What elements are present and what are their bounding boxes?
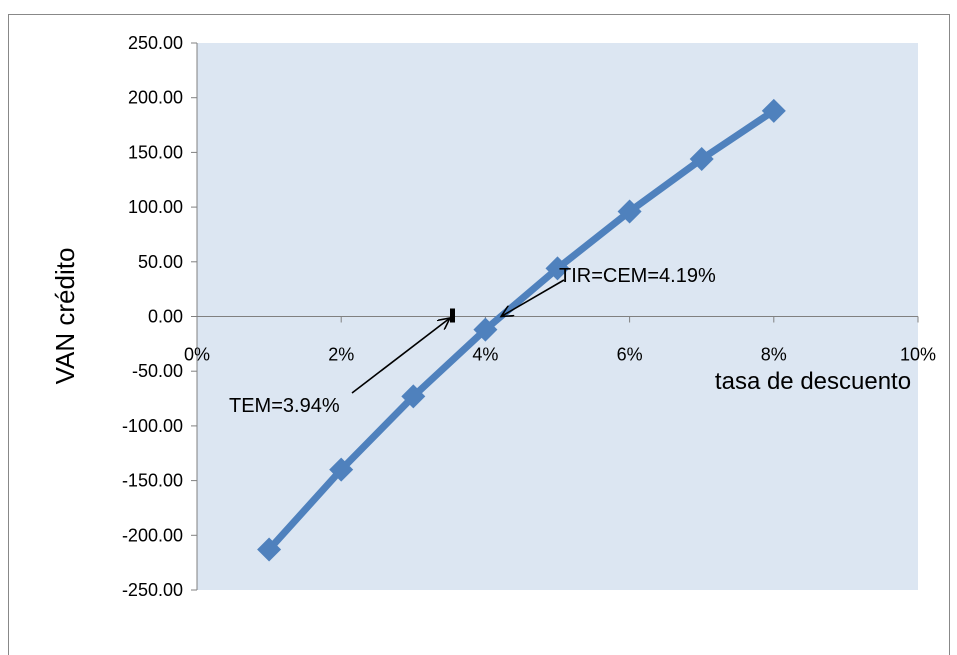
y-axis: 250.00 200.00 150.00 100.00 50.00 0.00 -50.00 -…	[122, 33, 198, 600]
x-tick-label: 0%	[184, 345, 210, 365]
y-tick-label: 50.00	[138, 252, 183, 272]
data-point	[329, 457, 354, 482]
y-tick-label: 0.00	[148, 307, 183, 327]
x-axis-title: tasa de descuento	[715, 368, 911, 395]
series	[257, 98, 786, 562]
y-tick-label: -50.00	[132, 361, 183, 381]
x-tick-label: 2%	[328, 345, 354, 365]
tem-marker	[450, 308, 455, 323]
annotations: TIR=CEM=4.19% TEM=3.94%	[229, 265, 716, 417]
y-tick-label: -100.00	[122, 416, 183, 436]
tem-arrow	[351, 318, 450, 394]
y-tick-label: 250.00	[128, 33, 183, 53]
tir-arrow	[501, 279, 565, 317]
data-point	[689, 146, 714, 171]
tir-label: TIR=CEM=4.19%	[559, 265, 716, 287]
data-point	[473, 317, 498, 342]
x-tick-label: 4%	[472, 345, 498, 365]
y-tick-label: -150.00	[122, 471, 183, 491]
x-tick-label: 8%	[761, 345, 787, 365]
data-point	[545, 256, 570, 281]
y-tick-label: -200.00	[122, 525, 183, 545]
x-axis: 0% 2% 4% 6% 8% 10%	[184, 316, 936, 365]
tem-label: TEM=3.94%	[229, 395, 340, 417]
x-tick-label: 10%	[900, 345, 936, 365]
data-point	[617, 199, 642, 224]
data-point	[761, 98, 786, 123]
y-tick-label: 100.00	[128, 197, 183, 217]
y-tick-label: -250.00	[122, 580, 183, 600]
series-line	[265, 107, 778, 553]
y-tick-label: 150.00	[128, 142, 183, 162]
data-point	[257, 537, 282, 562]
y-tick-label: 200.00	[128, 88, 183, 108]
data-point	[401, 384, 426, 409]
y-axis-title: VAN crédito	[50, 248, 80, 385]
x-tick-label: 6%	[617, 345, 643, 365]
